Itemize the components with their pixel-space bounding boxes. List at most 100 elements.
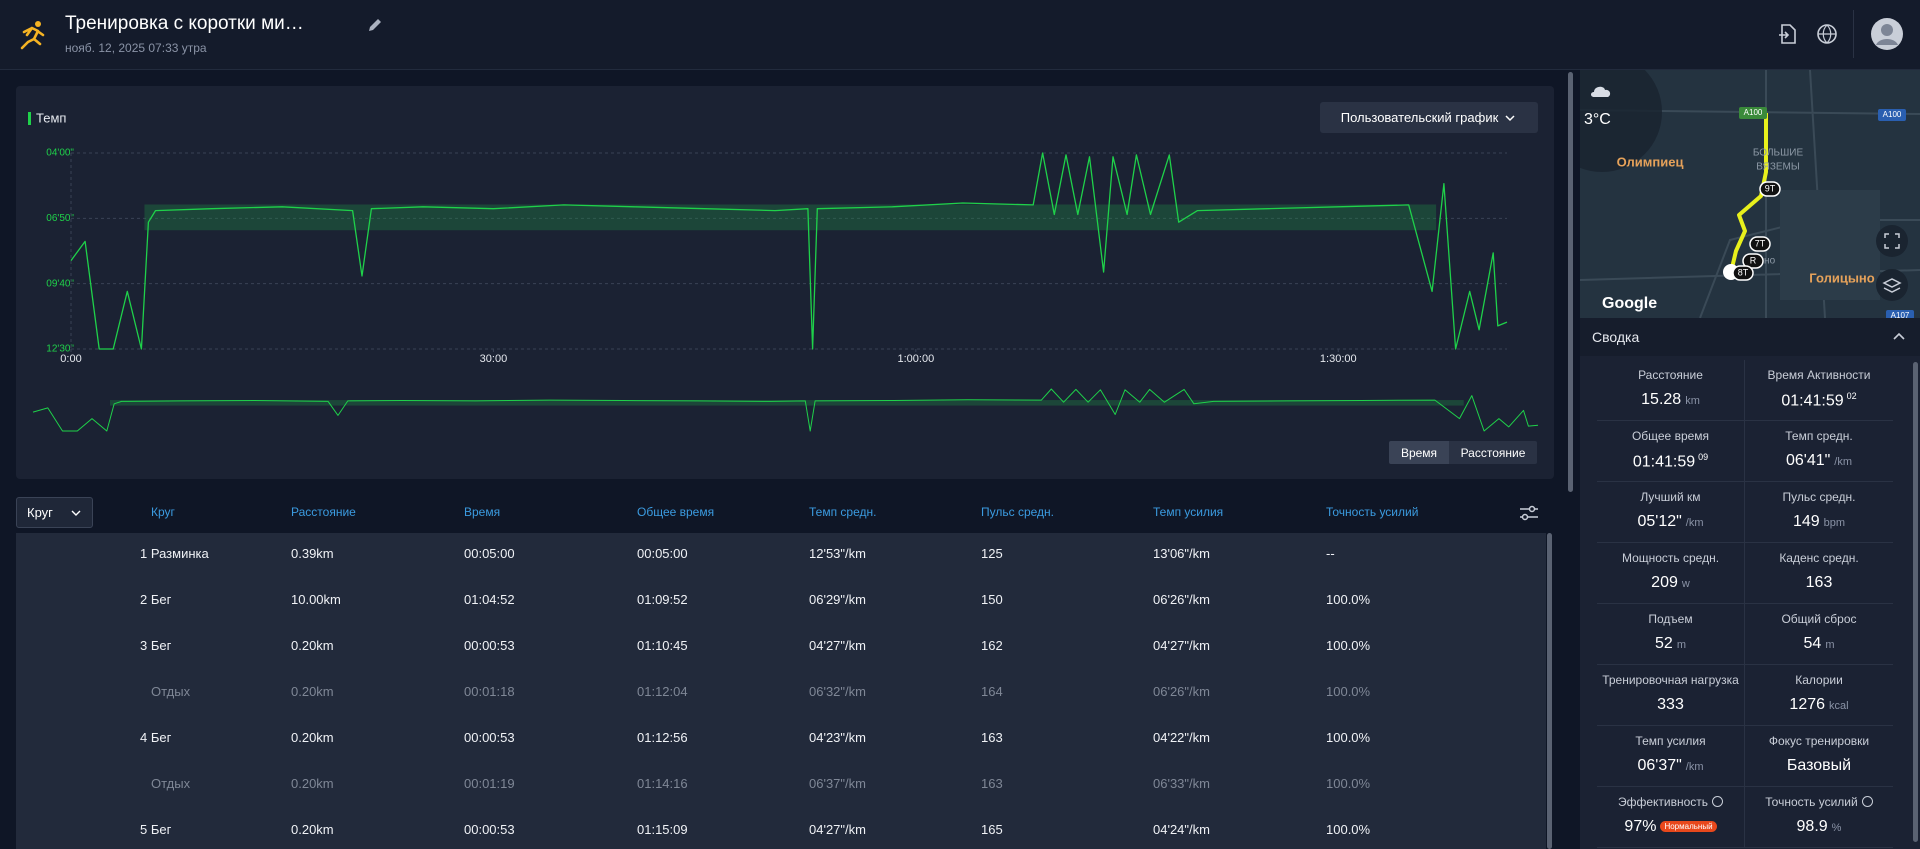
avatar-button[interactable] [1870, 17, 1904, 51]
scrollbar[interactable] [1568, 72, 1573, 492]
summary-grid: Расстояние 15.28 km Время Активности 01:41:5… [1580, 356, 1920, 849]
summary-value: 52 [1655, 635, 1673, 652]
summary-unit: % [1831, 822, 1842, 834]
lap-cell: 06'32"/km [809, 684, 866, 699]
lap-row[interactable]: 5 Бег 0.20km 00:00:53 01:15:09 04'27"/km 165 0… [16, 808, 1546, 849]
summary-label: Лучший км [1640, 490, 1701, 504]
summary-label-row: Темп усилия [1597, 734, 1744, 748]
route-marker-label: 9T [1765, 183, 1776, 193]
column-header[interactable]: Расстояние [291, 505, 356, 519]
lap-cell: 13'06"/km [1153, 546, 1210, 561]
lap-cell: 06'37"/km [809, 776, 866, 791]
lap-row[interactable]: Отдых 0.20km 00:01:18 01:12:04 06'32"/km 164 0… [16, 670, 1546, 716]
summary-scrollbar[interactable] [1913, 362, 1918, 842]
summary-label-row: Подъем [1597, 612, 1744, 626]
summary-value-row: 97% Нормальный [1597, 818, 1744, 836]
lap-cell: 0.39km [291, 546, 334, 561]
workout-title: Тренировка с коротки ми… [65, 13, 304, 34]
map-place: Олимпиец [1617, 154, 1684, 169]
edit-button[interactable] [366, 16, 384, 34]
lap-row[interactable]: 3 Бег 0.20km 00:00:53 01:10:45 04'27"/km 162 0… [16, 624, 1546, 670]
summary-label-row: Общий сброс [1745, 612, 1893, 626]
lap-cell: 100.0% [1326, 822, 1371, 837]
lap-cell: 04'27"/km [809, 822, 866, 837]
lap-cell: 150 [981, 592, 1003, 607]
summary-label-row: Общее время [1597, 429, 1744, 443]
lap-cell: 10.00km [291, 592, 341, 607]
legend-swatch [28, 112, 31, 125]
summary-label-row: Фокус тренировки [1745, 734, 1893, 748]
road-label: A100 [1883, 110, 1902, 119]
legend-label: Темп [36, 110, 66, 125]
overview-line [32, 388, 1539, 432]
summary-cell: Общий сброс 54 m [1745, 604, 1893, 665]
lap-cell: 00:05:00 [637, 546, 688, 561]
toggle-time[interactable]: Время [1389, 441, 1449, 464]
summary-label: Тренировочная нагрузка [1602, 673, 1739, 687]
summary-label-row: Мощность средн. [1597, 551, 1744, 565]
lap-cell: 100.0% [1326, 684, 1371, 699]
summary-header[interactable]: Сводка [1580, 318, 1920, 357]
lap-cell: 163 [981, 776, 1003, 791]
y-tick-label: 12'30" [46, 344, 74, 355]
columns-settings[interactable] [1518, 503, 1540, 523]
export-button[interactable] [1776, 22, 1800, 46]
lap-row[interactable]: 1 Разминка 0.39km 00:05:00 00:05:00 12'53"/k… [16, 532, 1546, 578]
summary-label-row: Калории [1745, 673, 1893, 687]
table-scrollbar[interactable] [1547, 533, 1552, 849]
lap-row[interactable]: 4 Бег 0.20km 00:00:53 01:12:56 04'23"/km 163 0… [16, 716, 1546, 762]
language-button[interactable] [1815, 22, 1839, 46]
chart-menu-button[interactable]: Пользовательский график [1320, 102, 1538, 133]
toggle-distance[interactable]: Расстояние [1449, 441, 1537, 464]
lap-cell: 12'53"/km [809, 546, 866, 561]
lap-selector[interactable]: Круг [16, 497, 93, 528]
y-tick-label: 09'40" [46, 278, 74, 289]
summary-value: 1276 [1789, 696, 1826, 713]
summary-label: Время Активности [1767, 368, 1871, 382]
column-header[interactable]: Точность усилий [1326, 505, 1419, 519]
summary-label: Точность усилий [1765, 795, 1858, 809]
summary-cell: Темп усилия 06'37"/km [1597, 726, 1745, 787]
summary-value: 209 [1651, 574, 1678, 591]
summary-cell: Мощность средн. 209 w [1597, 543, 1745, 604]
chevron [1505, 114, 1515, 121]
weather-temp: 3°C [1584, 111, 1611, 128]
column-header[interactable]: Круг [151, 505, 175, 519]
lap-cell: 04'27"/km [1153, 638, 1210, 653]
summary-value-row: 54 m [1745, 635, 1893, 653]
lap-cell: 01:14:16 [637, 776, 688, 791]
lap-cell: 5 Бег [140, 822, 172, 837]
lap-cell: 00:05:00 [464, 546, 515, 561]
info-icon[interactable] [1861, 796, 1873, 807]
lap-selector-label: Круг [27, 505, 53, 520]
column-header[interactable]: Время [464, 505, 501, 519]
lap-row[interactable]: 2 Бег 10.00km 01:04:52 01:09:52 06'29"/km 150… [16, 578, 1546, 624]
column-header[interactable]: Темп средн. [809, 505, 877, 519]
summary-label-row: Темп средн. [1745, 429, 1893, 443]
lap-cell: 100.0% [1326, 776, 1371, 791]
chart-card: Темп 04'00" 06'50" 09'40" 12'30" 0:00 30:00 1:… [16, 86, 1554, 479]
info-icon[interactable] [1712, 796, 1724, 807]
lap-cell: 162 [981, 638, 1003, 653]
pace-line-target-band [144, 204, 1437, 231]
road-badge [1878, 109, 1906, 121]
summary-value-row: 15.28 km [1597, 391, 1744, 409]
route-marker [1742, 253, 1764, 269]
lap-cell: 4 Бег [140, 730, 172, 745]
map[interactable]: 3°C Google Олимпиец БОЛЬШИЕ ВЯЗЕМЫ ыно Голицын… [1580, 70, 1920, 318]
column-header[interactable]: Темп усилия [1153, 505, 1224, 519]
laps-table: Круг Расстояние Время Общее время Темп средн… [16, 505, 1546, 849]
summary-value-row: 333 [1597, 696, 1744, 714]
lap-cell: 125 [981, 546, 1003, 561]
lap-cell: 01:12:04 [637, 684, 688, 699]
column-header[interactable]: Общее время [637, 505, 715, 519]
summary-cell: Точность усилий 98.9% [1745, 787, 1893, 848]
summary-value: 98.9 [1796, 818, 1828, 835]
side-panel: 3°C Google Олимпиец БОЛЬШИЕ ВЯЗЕМЫ ыно Голицын… [1580, 70, 1920, 849]
x-tick-label: 1:30:00 [1320, 353, 1357, 365]
summary-unit: w [1681, 578, 1690, 590]
column-header[interactable]: Пульс средн. [981, 505, 1054, 519]
lap-cell: 06'26"/km [1153, 684, 1210, 699]
lap-cell: 04'22"/km [1153, 730, 1210, 745]
lap-row[interactable]: Отдых 0.20km 00:01:19 01:14:16 06'37"/km 163 0… [16, 762, 1546, 808]
